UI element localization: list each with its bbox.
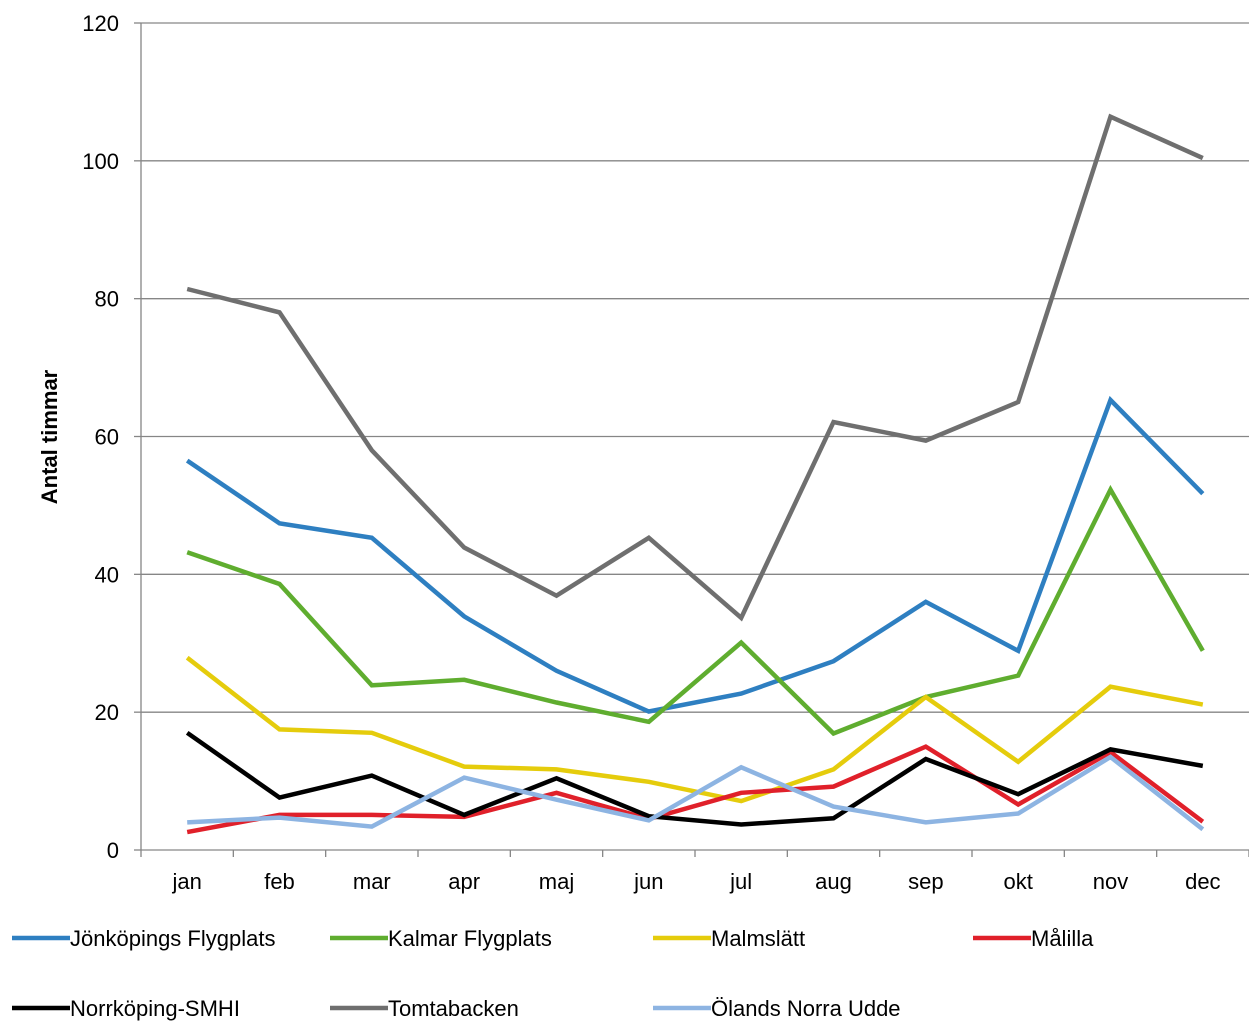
- series-line-5: [186, 113, 1204, 622]
- x-tick-label: mar: [353, 869, 391, 894]
- x-tick-label: jul: [729, 869, 752, 894]
- tick-labels: 0 20 40 60 80 100 120 jan feb mar apr maj jun jul aug s…: [82, 11, 1220, 894]
- legend-label: Ölands Norra Udde: [711, 996, 901, 1021]
- y-tick-label: 100: [82, 149, 119, 174]
- legend-label: Jönköpings Flygplats: [70, 926, 275, 951]
- series-line-4: [185, 730, 1204, 827]
- x-tick-label: sep: [908, 869, 943, 894]
- y-tick-label: 80: [95, 287, 119, 312]
- x-tick-label: feb: [264, 869, 295, 894]
- series-line-3: [186, 744, 1205, 835]
- y-tick-label: 20: [95, 700, 119, 725]
- x-tick-label: jan: [171, 869, 201, 894]
- gridlines: [141, 22, 1249, 713]
- legend-label: Norrköping-SMHI: [70, 996, 240, 1021]
- x-tick-label: maj: [539, 869, 574, 894]
- y-tick-label: 0: [107, 838, 119, 863]
- x-tick-label: aug: [815, 869, 852, 894]
- legend-label: Kalmar Flygplats: [388, 926, 552, 951]
- x-tick-label: nov: [1093, 869, 1128, 894]
- y-tick-label: 60: [95, 425, 119, 450]
- x-tick-label: dec: [1185, 869, 1220, 894]
- legend: Jönköpings Flygplats Kalmar Flygplats Malm…: [12, 926, 1094, 1021]
- legend-label: Tomtabacken: [388, 996, 519, 1021]
- x-tick-label: jun: [633, 869, 663, 894]
- y-tick-label: 120: [82, 11, 119, 36]
- x-tick-label: okt: [1003, 869, 1032, 894]
- y-tick-label: 40: [95, 562, 119, 587]
- series-line-1: [186, 484, 1205, 737]
- series-line-6: [187, 754, 1205, 832]
- series-lines: [185, 113, 1205, 835]
- legend-label: Målilla: [1031, 926, 1094, 951]
- series-line-0: [185, 395, 1205, 714]
- axes: [134, 22, 1249, 857]
- legend-label: Malmslätt: [711, 926, 805, 951]
- x-tick-label: apr: [448, 869, 480, 894]
- y-axis-title: Antal timmar: [37, 369, 62, 504]
